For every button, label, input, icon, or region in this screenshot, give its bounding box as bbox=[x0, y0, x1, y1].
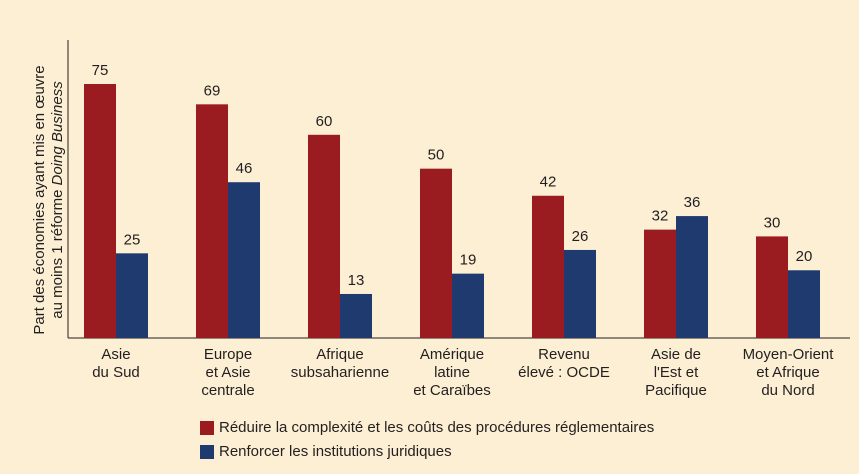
x-tick-label: et Afrique bbox=[756, 364, 819, 381]
bar bbox=[340, 293, 372, 338]
x-tick-label: élevé : OCDE bbox=[518, 364, 610, 381]
value-label: 20 bbox=[796, 248, 813, 265]
value-label: 13 bbox=[348, 272, 365, 289]
bar bbox=[532, 195, 564, 338]
x-tick-label: Asie bbox=[101, 346, 130, 363]
value-label: 25 bbox=[124, 231, 141, 248]
bar bbox=[452, 273, 484, 338]
x-tick-label: l'Est et bbox=[654, 364, 699, 381]
bar bbox=[756, 236, 788, 338]
y-label-italic: Doing Business bbox=[49, 81, 66, 186]
bar bbox=[84, 84, 116, 338]
bar bbox=[676, 216, 708, 338]
bar bbox=[196, 104, 228, 338]
value-label: 60 bbox=[316, 113, 333, 130]
value-label: 75 bbox=[92, 62, 109, 79]
legend-swatch bbox=[200, 445, 214, 459]
y-label-part: au moins 1 réforme bbox=[49, 190, 66, 319]
y-label-line: Part des économies ayant mis en œuvre bbox=[31, 65, 48, 334]
value-label: 50 bbox=[428, 147, 445, 164]
x-tick-label: Amérique bbox=[420, 346, 484, 363]
value-label: 32 bbox=[652, 208, 669, 225]
x-tick-label: Europe bbox=[204, 346, 252, 363]
bar bbox=[788, 270, 820, 338]
legend-label: Renforcer les institutions juridiques bbox=[219, 443, 452, 460]
y-axis-label: Part des économies ayant mis en œuvre au… bbox=[31, 65, 66, 334]
value-label: 30 bbox=[764, 214, 781, 231]
bar bbox=[228, 182, 260, 338]
x-tick-label: du Nord bbox=[761, 382, 814, 399]
x-tick-label: et Caraïbes bbox=[413, 382, 491, 399]
value-label: 42 bbox=[540, 174, 557, 191]
x-tick-label: centrale bbox=[201, 382, 254, 399]
legend-label: Réduire la complexité et les coûts des p… bbox=[219, 419, 654, 436]
bar bbox=[644, 229, 676, 338]
value-label: 46 bbox=[236, 160, 253, 177]
x-tick-label: subsaharienne bbox=[291, 364, 389, 381]
bar bbox=[564, 249, 596, 338]
x-tick-label: latine bbox=[434, 364, 470, 381]
bar bbox=[308, 134, 340, 338]
x-tick-label: Revenu bbox=[538, 346, 590, 363]
x-tick-label: Afrique bbox=[316, 346, 364, 363]
x-tick-label: Pacifique bbox=[645, 382, 707, 399]
bar bbox=[116, 253, 148, 338]
value-label: 69 bbox=[204, 82, 221, 99]
value-label: 36 bbox=[684, 194, 701, 211]
x-tick-label: Asie de bbox=[651, 346, 701, 363]
value-label: 26 bbox=[572, 228, 589, 245]
x-tick-label: Moyen-Orient bbox=[743, 346, 835, 363]
value-label: 19 bbox=[460, 252, 477, 269]
y-label-line: au moins 1 réforme Doing Business bbox=[49, 81, 66, 319]
x-tick-label: du Sud bbox=[92, 364, 140, 381]
legend-swatch bbox=[200, 421, 214, 435]
x-tick-label: et Asie bbox=[205, 364, 250, 381]
bar bbox=[420, 168, 452, 338]
